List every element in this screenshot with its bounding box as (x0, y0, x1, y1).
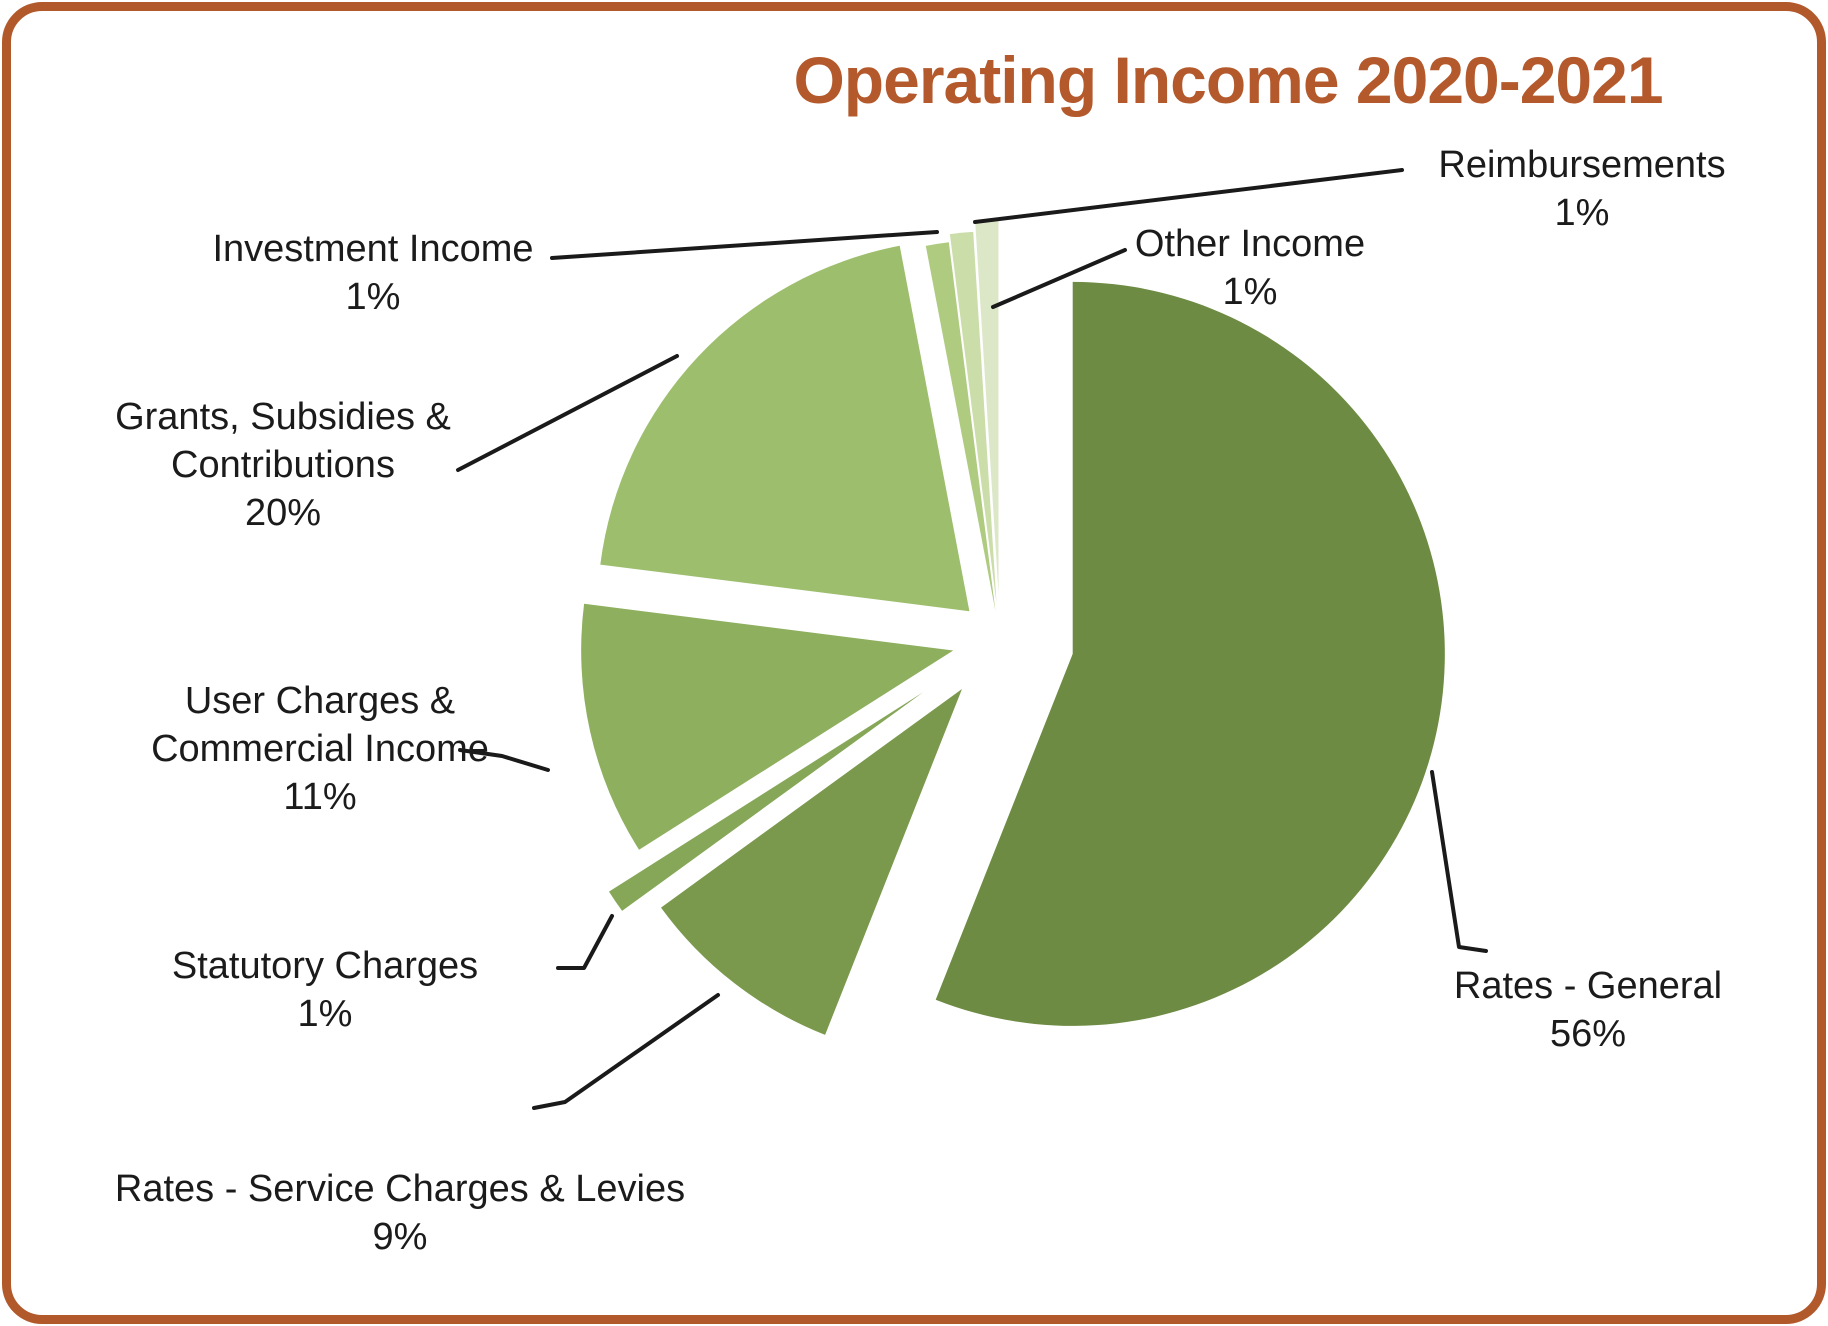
pie-slice-rates-general (935, 281, 1445, 1026)
pie-slices (581, 221, 1445, 1035)
label-user-charges-commercial-income: User Charges & Commercial Income 11% (151, 677, 489, 821)
label-grants-subsidies-contributions: Grants, Subsidies & Contributions 20% (115, 393, 451, 537)
label-statutory-charges-pct: 1% (297, 993, 353, 1035)
label-reimbursements-pct: 1% (1554, 192, 1610, 234)
label-user-charges-name-line1: User Charges & (184, 680, 456, 722)
label-rates-service-pct: 9% (372, 1216, 428, 1258)
label-user-charges-pct: 11% (283, 776, 357, 818)
chart-title: Operating Income 2020-2021 (793, 43, 1663, 117)
leader-lines (456, 168, 1488, 1110)
label-reimbursements-name: Reimbursements (1438, 144, 1726, 186)
leader-line-statutory-charges (556, 914, 614, 970)
pie-slice-statutory-charges (609, 692, 924, 911)
label-rates-general-name: Rates - General (1453, 965, 1723, 1007)
pie-slice-user-charges-commercial-income (581, 603, 954, 850)
leader-line-reimbursements (973, 168, 1404, 224)
pie-slice-grants-subsidies-contributions (600, 245, 970, 612)
leader-line-rates-service-charges-levies (532, 993, 720, 1110)
leader-line-rates-general (1430, 770, 1488, 953)
leader-line-user-charges-commercial-income (458, 748, 550, 772)
label-rates-general: Rates - General 56% (1454, 962, 1722, 1058)
label-other-income-pct: 1% (1222, 271, 1278, 313)
label-reimbursements: Reimbursements 1% (1438, 141, 1725, 237)
label-other-income: Other Income 1% (1135, 220, 1365, 316)
pie-slice-other-income (975, 221, 999, 593)
label-other-income-name: Other Income (1134, 223, 1366, 265)
label-grants-pct: 20% (244, 492, 322, 534)
leader-line-investment-income (550, 230, 939, 260)
label-user-charges-name-line2: Commercial Income (151, 728, 489, 770)
label-grants-name-line1: Grants, Subsidies & (115, 396, 451, 438)
label-rates-general-pct: 56% (1549, 1013, 1627, 1055)
label-investment-income-pct: 1% (345, 276, 401, 318)
leader-line-grants-subsidies-contributions (456, 354, 679, 472)
label-investment-income-name: Investment Income (212, 228, 534, 270)
label-statutory-charges: Statutory Charges 1% (172, 942, 478, 1038)
pie-slice-reimbursements (949, 231, 997, 604)
label-rates-service-charges-levies: Rates - Service Charges & Levies 9% (115, 1165, 685, 1261)
label-statutory-charges-name: Statutory Charges (171, 945, 479, 987)
leader-line-other-income (991, 248, 1127, 309)
label-investment-income: Investment Income 1% (212, 225, 533, 321)
pie-slice-rates-service-charges-levies (661, 689, 962, 1035)
pie-slice-investment-income (925, 242, 996, 612)
label-rates-service-name: Rates - Service Charges & Levies (114, 1168, 686, 1210)
label-grants-name-line2: Contributions (171, 444, 395, 486)
